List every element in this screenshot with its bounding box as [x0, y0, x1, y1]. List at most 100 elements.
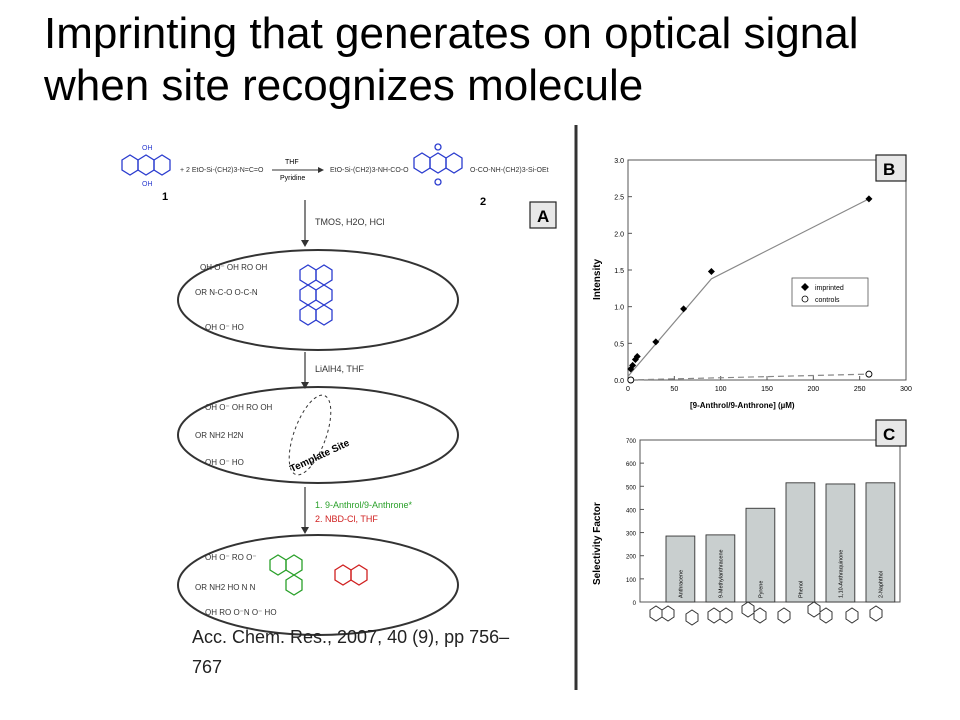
ellipse1-groups: OH O⁻ OH RO OH: [200, 263, 268, 272]
chart-c-bar: [665, 535, 696, 603]
reaction1-arrowhead: [318, 167, 324, 173]
title-line-1: Imprinting that generates on optical sig…: [44, 9, 859, 58]
ellipse2-groups-3: OH O⁻ HO: [205, 458, 244, 467]
chart-b-point-control: [627, 376, 635, 384]
legend-imprinted-label: imprinted: [815, 285, 844, 292]
ellipse1-groups-2: OR N-C-O O-C-N: [195, 288, 258, 297]
chart-c-bar: [865, 482, 896, 603]
silica-particle-3: [177, 534, 459, 636]
chart-b-ytick-label: 1.5: [614, 268, 624, 275]
slide-title: Imprinting that generates on optical sig…: [44, 8, 944, 112]
analyte-structures: [649, 601, 883, 626]
chart-b-point-imprinted: [865, 195, 873, 203]
chart-c: 0 100 200 300 400 500 600 700 Anthracene 9-Methy…: [592, 419, 907, 626]
chart-b-ytick-label: 0.0: [614, 378, 624, 385]
chart-b-xtick-label: 150: [761, 386, 773, 393]
compound-1-oh-bottom: OH: [142, 181, 153, 188]
step2-arrowhead: [301, 382, 309, 389]
reagent-pyridine: Pyridine: [280, 175, 305, 182]
panel-a-label: A: [537, 207, 549, 226]
reagent-silane: + 2 EtO-Si-(CH2)3-N=C=O: [180, 167, 264, 174]
chart-c-bar-label: Phenol: [798, 581, 804, 598]
chart-b-point-imprinted: [707, 267, 715, 275]
chart-c-bars: Anthracene 9-Methylanthracene Pyrene Phenol…: [665, 482, 896, 603]
ellipse3-groups-2: OR NH2 HO N N: [195, 583, 256, 592]
bound-anthrol: [269, 554, 303, 596]
ellipse1-groups-3: OH O⁻ HO: [205, 323, 244, 332]
chart-b-ytick-label: 2.5: [614, 195, 624, 202]
ellipse2-groups-2: OR NH2 H2N: [195, 431, 244, 440]
template-in-silica: [299, 264, 333, 326]
chart-c-bar-label: 2-Naphthol: [878, 571, 884, 598]
bound-nbd: [334, 564, 368, 586]
panel-c-label: C: [883, 425, 895, 444]
chart-c-bar: [785, 482, 816, 603]
chart-b-frame: [627, 159, 907, 381]
template-site-label: Template Site: [288, 438, 351, 475]
chart-c-ylabel: Selectivity Factor: [592, 502, 603, 585]
legend-controls-marker: [801, 295, 809, 303]
chart-b-ytick-label: 2.0: [614, 231, 624, 238]
compound-2-structure: [413, 143, 463, 186]
chart-b-xtick-label: 300: [900, 386, 912, 393]
compound-1-structure: [121, 154, 171, 176]
chart-b-legend: imprinted controls: [791, 277, 869, 307]
chart-b-xtick-label: 50: [670, 386, 678, 393]
compound-1-oh-top: OH: [142, 145, 153, 152]
ellipse3-groups-3: OH RO O⁻N O⁻ HO: [205, 608, 277, 617]
chart-b-point-imprinted: [652, 338, 660, 346]
panel-c-box: [875, 419, 907, 447]
chart-c-bar-label: 1,10-Anthraquinone: [838, 550, 844, 598]
chart-b-xtick-label: 0: [626, 386, 630, 393]
chart-c-ytick-label: 600: [626, 462, 637, 468]
chart-c-bar-label: Anthracene: [678, 570, 684, 598]
chart-b-ytick-label: 1.0: [614, 305, 624, 312]
chart-c-bar: [825, 483, 856, 603]
step1-label: TMOS, H2O, HCl: [315, 217, 385, 227]
chart-c-ytick-label: 300: [626, 532, 637, 538]
chart-b-xtick-label: 100: [715, 386, 727, 393]
chart-b-controls-fit: [627, 373, 869, 381]
ellipse2-groups: OH O⁻ OH RO OH: [205, 403, 273, 412]
reaction-scheme: OH OH 1 + 2 EtO-Si-(CH2)3-N=C=O THF Pyri…: [121, 143, 557, 636]
step3-arrowhead: [301, 527, 309, 534]
step3b-label: 2. NBD-Cl, THF: [315, 514, 378, 524]
legend-imprinted-marker: [801, 283, 809, 291]
silica-particle-1: [177, 249, 459, 351]
reagent-thf: THF: [285, 159, 299, 166]
silica-particle-2: [177, 386, 459, 484]
chart-c-bar-label: 9-Methylanthracene: [718, 549, 724, 598]
ellipse3-groups: OH O⁻ RO O⁻: [205, 553, 257, 562]
panel-b-box: [875, 154, 907, 182]
panel-a-box: [529, 201, 557, 229]
chart-b-xlabel: [9-Anthrol/9-Anthrone] (µM): [690, 401, 795, 410]
panel-b-label: B: [883, 160, 895, 179]
chart-c-bar: [705, 534, 736, 603]
compound-2-label: 2: [480, 196, 486, 208]
step1-arrowhead: [301, 240, 309, 247]
chart-b-xtick-label: 250: [854, 386, 866, 393]
chart-b-xtick-label: 200: [807, 386, 819, 393]
chart-c-ytick-label: 200: [626, 555, 637, 561]
step2-label: LiAlH4, THF: [315, 364, 364, 374]
chart-c-ytick-label: 0: [633, 601, 637, 607]
chart-c-ytick-label: 500: [626, 485, 637, 491]
chart-c-bar: [745, 507, 776, 603]
chart-b: 0.0 0.5 1.0 1.5 2.0 2.5 3.0 0 50 100 150 200 250 300…: [592, 154, 912, 410]
chart-c-bar-label: Pyrene: [758, 581, 764, 598]
citation-line-2: 767: [192, 657, 223, 677]
chart-b-point-imprinted: [633, 353, 641, 361]
template-site-cavity: [288, 394, 332, 476]
chart-b-ytick-label: 3.0: [614, 158, 624, 165]
product-left-silane: EtO-Si-(CH2)3-NH-CO-O: [330, 167, 409, 174]
chart-b-x-ticks: 0 50 100 150 200 250 300: [626, 376, 912, 393]
legend-controls-label: controls: [815, 297, 840, 304]
product-right-silane: O-CO-NH-(CH2)3-Si-OEt: [470, 167, 549, 174]
chart-b-point-imprinted: [629, 361, 637, 369]
title-line-2: when site recognizes molecule: [44, 61, 644, 110]
chart-b-point-imprinted: [680, 305, 688, 313]
chart-c-y-ticks: 0 100 200 300 400 500 600 700: [626, 439, 644, 607]
chart-c-ytick-label: 400: [626, 508, 637, 514]
chart-c-ytick-label: 100: [626, 578, 637, 584]
